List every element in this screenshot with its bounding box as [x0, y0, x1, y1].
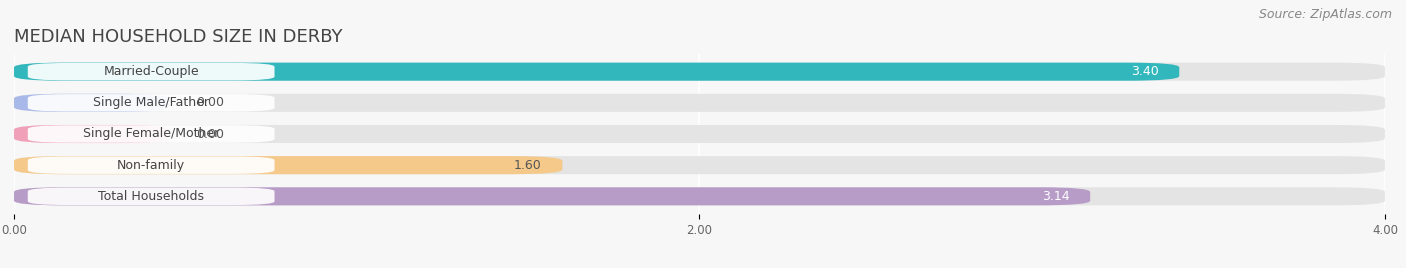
Text: 3.14: 3.14 — [1042, 190, 1070, 203]
FancyBboxPatch shape — [14, 63, 1385, 81]
Text: 1.60: 1.60 — [515, 159, 541, 172]
FancyBboxPatch shape — [14, 156, 1385, 174]
FancyBboxPatch shape — [14, 156, 562, 174]
Text: Source: ZipAtlas.com: Source: ZipAtlas.com — [1258, 8, 1392, 21]
FancyBboxPatch shape — [28, 125, 274, 143]
FancyBboxPatch shape — [14, 63, 1180, 81]
FancyBboxPatch shape — [28, 188, 274, 205]
FancyBboxPatch shape — [28, 94, 274, 111]
FancyBboxPatch shape — [14, 125, 169, 143]
Text: Single Male/Father: Single Male/Father — [93, 96, 209, 109]
FancyBboxPatch shape — [14, 187, 1385, 205]
FancyBboxPatch shape — [14, 94, 169, 112]
Text: 0.00: 0.00 — [195, 128, 224, 140]
Text: 0.00: 0.00 — [195, 96, 224, 109]
Text: Non-family: Non-family — [117, 159, 186, 172]
FancyBboxPatch shape — [14, 187, 1090, 205]
FancyBboxPatch shape — [14, 94, 1385, 112]
FancyBboxPatch shape — [28, 63, 274, 80]
FancyBboxPatch shape — [28, 157, 274, 174]
Text: Married-Couple: Married-Couple — [103, 65, 200, 78]
Text: 3.40: 3.40 — [1130, 65, 1159, 78]
Text: Total Households: Total Households — [98, 190, 204, 203]
FancyBboxPatch shape — [14, 125, 1385, 143]
Text: Single Female/Mother: Single Female/Mother — [83, 128, 219, 140]
Text: MEDIAN HOUSEHOLD SIZE IN DERBY: MEDIAN HOUSEHOLD SIZE IN DERBY — [14, 28, 343, 46]
